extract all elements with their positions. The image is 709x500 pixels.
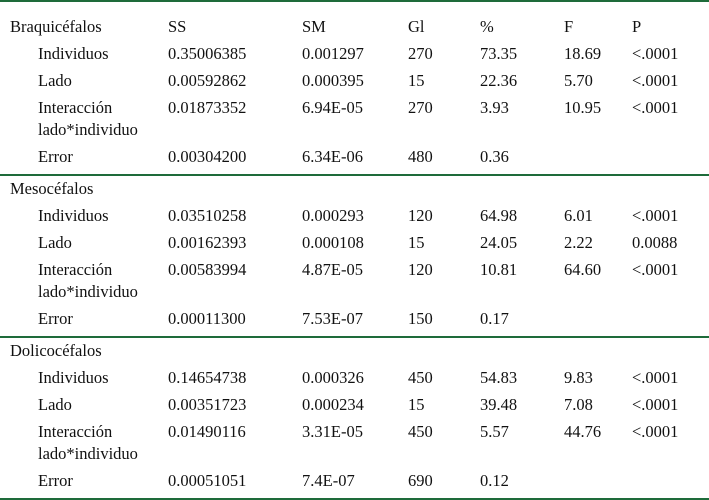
cell: 22.36 [480,71,518,90]
cell: 0.00162393 [168,233,247,252]
cell: 120 [408,260,433,279]
cell: 0.000395 [302,71,364,90]
cell: 480 [408,147,433,166]
cell: 0.17 [480,309,509,328]
cell: 0.00011300 [168,309,246,328]
cell: <.0001 [632,98,679,117]
cell: 6.01 [564,206,593,225]
group-name: Mesocéfalos [10,179,94,198]
cell: 4.87E-05 [302,260,363,279]
cell: 150 [408,309,433,328]
cell: 0.000326 [302,368,364,387]
cell: 2.22 [564,233,593,252]
cell: 24.05 [480,233,518,252]
cell: 15 [408,233,425,252]
cell: 0.01873352 [168,98,247,117]
cell: <.0001 [632,422,679,441]
group-rule [0,336,709,338]
cell: <.0001 [632,395,679,414]
cell: 3.93 [480,98,509,117]
cell: 6.34E-06 [302,147,363,166]
column-header: SS [168,17,187,36]
group-name: Dolicocéfalos [10,341,102,360]
cell: 0.000234 [302,395,364,414]
cell: <.0001 [632,206,679,225]
top-rule [0,0,709,2]
cell: 64.98 [480,206,518,225]
cell: 15 [408,395,425,414]
row-label: Error [38,309,73,328]
cell: 39.48 [480,395,518,414]
cell: 270 [408,98,433,117]
cell: 0.03510258 [168,206,247,225]
cell: 0.36 [480,147,509,166]
cell: 0.35006385 [168,44,247,63]
cell: 0.0088 [632,233,678,252]
row-label: Error [38,471,73,490]
cell: 0.12 [480,471,509,490]
row-label: Error [38,147,73,166]
cell: 73.35 [480,44,518,63]
cell: 15 [408,71,425,90]
row-label: Interacción lado*individuo [38,98,138,139]
row-label: Lado [38,233,72,252]
column-header: SM [302,17,326,36]
cell: 0.000293 [302,206,364,225]
cell: 10.81 [480,260,518,279]
cell: 7.4E-07 [302,471,355,490]
cell: 9.83 [564,368,593,387]
cell: 0.00304200 [168,147,247,166]
cell: 0.01490116 [168,422,246,441]
row-label: Lado [38,395,72,414]
cell: 5.57 [480,422,509,441]
column-header: P [632,17,642,36]
cell: 0.00583994 [168,260,247,279]
cell: 270 [408,44,433,63]
cell: <.0001 [632,260,679,279]
cell: 450 [408,368,433,387]
group-rule [0,174,709,176]
cell: 0.14654738 [168,368,247,387]
cell: 450 [408,422,433,441]
cell: 0.000108 [302,233,364,252]
row-label: Individuos [38,206,109,225]
cell: 0.00592862 [168,71,247,90]
column-header: % [480,17,494,36]
cell: 3.31E-05 [302,422,363,441]
cell: 44.76 [564,422,602,441]
cell: 0.00051051 [168,471,247,490]
cell: <.0001 [632,71,679,90]
group-name: Braquicéfalos [10,17,102,36]
cell: <.0001 [632,44,679,63]
column-header: Gl [408,17,425,36]
cell: 0.001297 [302,44,364,63]
bottom-rule [0,498,709,500]
cell: 5.70 [564,71,593,90]
cell: 7.08 [564,395,593,414]
cell: 120 [408,206,433,225]
cell: <.0001 [632,368,679,387]
cell: 18.69 [564,44,602,63]
cell: 690 [408,471,433,490]
column-header: F [564,17,574,36]
cell: 7.53E-07 [302,309,363,328]
cell: 0.00351723 [168,395,247,414]
cell: 10.95 [564,98,602,117]
row-label: Individuos [38,44,109,63]
cell: 54.83 [480,368,518,387]
cell: 64.60 [564,260,602,279]
cell: 6.94E-05 [302,98,363,117]
row-label: Lado [38,71,72,90]
row-label: Interacción lado*individuo [38,422,138,463]
row-label: Interacción lado*individuo [38,260,138,301]
row-label: Individuos [38,368,109,387]
